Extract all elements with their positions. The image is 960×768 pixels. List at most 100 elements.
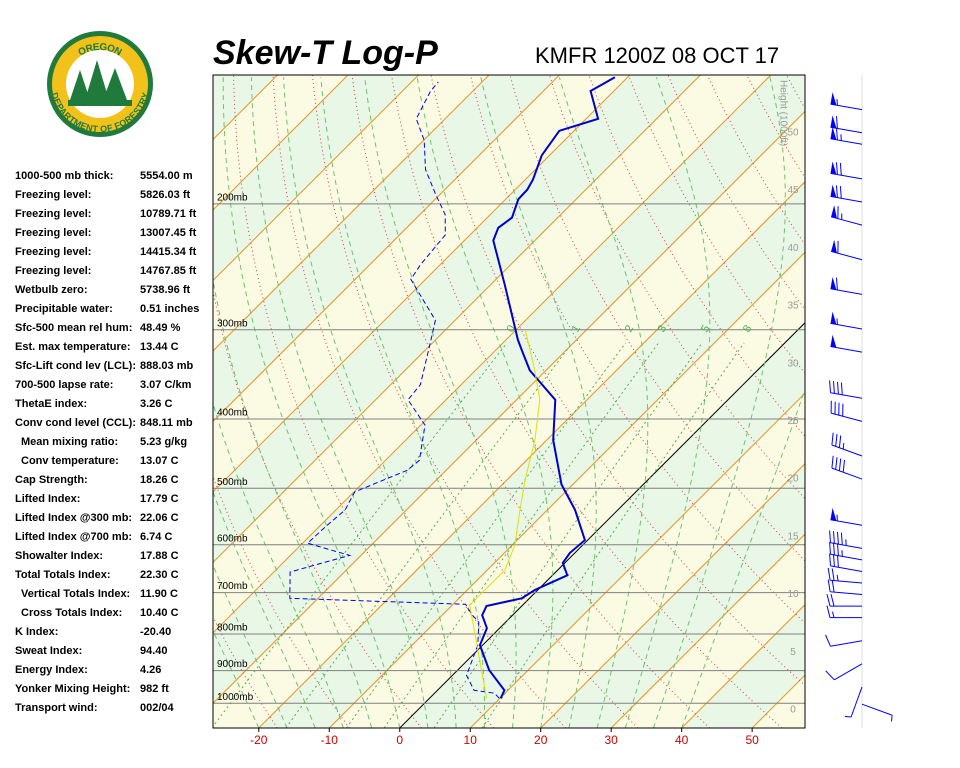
moist-adiabat — [250, 77, 429, 728]
x-tick-label: 30 — [605, 733, 619, 747]
barb-staff — [830, 514, 863, 526]
index-value: 3.26 C — [140, 398, 172, 410]
isotherm — [893, 75, 960, 728]
isotherm — [328, 251, 805, 728]
y-tick-label: 500mb — [217, 477, 248, 488]
mixing-ratio-label: 1 — [570, 323, 583, 334]
isotherm — [823, 75, 960, 728]
dry-adiabat — [391, 75, 783, 728]
pennant — [830, 115, 837, 129]
subtitle: KMFR 1200Z 08 OCT 17 — [535, 43, 779, 68]
y2-tick-label: 10 — [787, 589, 799, 600]
isotherm — [213, 75, 419, 282]
barb-staff — [830, 206, 863, 226]
pennant — [830, 184, 837, 198]
barb-staff — [825, 663, 863, 681]
y2-axis-label: Height (1000ft) — [777, 80, 788, 146]
background — [213, 75, 960, 728]
index-value: 002/04 — [140, 702, 175, 714]
logo-top-text: OREGON — [76, 41, 123, 58]
index-label: Freezing level: — [15, 265, 91, 277]
index-value: 14767.85 ft — [140, 265, 197, 277]
y2-tick-label: 40 — [787, 243, 799, 254]
barb-staff — [844, 686, 863, 718]
index-value: 5826.03 ft — [140, 189, 190, 201]
pennant — [830, 276, 837, 290]
index-label: Lifted Index: — [15, 493, 80, 505]
isotherm-band — [213, 75, 805, 704]
mixing-ratio-label: 3 — [656, 323, 669, 334]
wind-barb — [826, 593, 863, 607]
index-value: 3.07 C/km — [140, 379, 192, 391]
wind-barb — [830, 400, 863, 422]
wind-barb — [827, 567, 863, 584]
wind-barb — [830, 92, 863, 111]
isotherm — [213, 75, 560, 423]
barb-staff — [830, 185, 863, 203]
wind-barb — [827, 579, 863, 596]
x-tick-label: -10 — [321, 733, 339, 747]
index-label: Freezing level: — [15, 246, 91, 258]
y2-tick-label: 0 — [790, 705, 796, 716]
barb-staff — [830, 277, 863, 295]
isotherm — [213, 75, 772, 634]
wind-barb — [825, 663, 863, 681]
wind-barb — [830, 126, 863, 145]
pennant — [831, 205, 837, 219]
profile-line — [478, 76, 616, 699]
mixing-ratio-label: 2 — [623, 323, 636, 334]
dry-adiabat — [905, 75, 960, 728]
y2-tick-label: 35 — [787, 301, 799, 312]
dry-adiabat — [213, 288, 422, 728]
barb-staff — [830, 162, 863, 180]
wind-barb — [825, 634, 863, 647]
index-value: 848.11 mb — [140, 417, 193, 429]
index-value: 5738.96 ft — [140, 284, 190, 296]
pennant — [830, 311, 837, 325]
moist-adiabat — [213, 629, 260, 728]
mixing-ratio-line — [285, 342, 573, 728]
index-value: 18.26 C — [140, 474, 179, 486]
index-label: 700-500 lapse rate: — [15, 379, 113, 391]
barb-staff — [831, 432, 863, 457]
barb-staff — [830, 116, 863, 134]
isotherm — [681, 603, 805, 728]
y2-tick-label: 30 — [787, 358, 799, 369]
barb-staff — [830, 318, 863, 330]
mixing-ratio-line — [213, 342, 508, 728]
index-label: Sweat Index: — [15, 645, 82, 657]
index-value: 6.74 C — [140, 531, 172, 543]
dry-adiabat — [826, 75, 960, 728]
pennant — [830, 161, 837, 175]
index-label: Mean mixing ratio: — [21, 436, 118, 448]
x-tick-label: 0 — [396, 733, 403, 747]
dry-adiabat — [588, 75, 805, 437]
moist-adiabat — [480, 77, 597, 728]
index-value: 0.51 inches — [140, 303, 199, 315]
barb-staff — [827, 567, 863, 584]
index-label: Total Totals Index: — [15, 569, 111, 581]
index-value: 4.26 — [140, 664, 161, 676]
wind-barb — [844, 686, 863, 718]
dry-adiabat — [549, 75, 805, 500]
pennant — [830, 507, 837, 521]
index-value: -20.40 — [140, 626, 171, 638]
index-value: 48.49 % — [140, 322, 181, 334]
isotherm — [540, 462, 805, 728]
index-label: Conv cond level (CCL): — [15, 417, 136, 429]
barb-staff — [861, 703, 893, 722]
moist-adiabat — [320, 77, 485, 728]
isotherm — [213, 110, 805, 705]
index-label: Freezing level: — [15, 189, 91, 201]
mixing-ratio-line — [383, 342, 660, 728]
y2-tick-label: 15 — [787, 531, 799, 542]
barb-staff — [829, 530, 863, 549]
barb-staff — [830, 346, 863, 353]
isotherm — [258, 181, 805, 728]
moist-adiabat — [653, 77, 786, 728]
barb-staff — [830, 240, 863, 261]
barb-staff — [830, 400, 863, 422]
index-value: 17.88 C — [140, 550, 179, 562]
index-value: 888.03 mb — [140, 360, 193, 372]
